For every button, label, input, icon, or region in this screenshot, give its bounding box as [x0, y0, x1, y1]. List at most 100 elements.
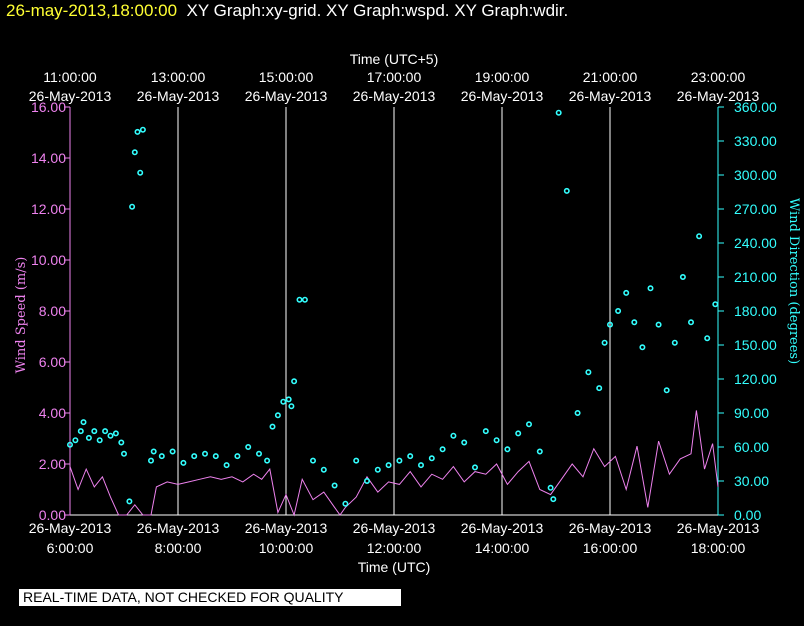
y-right-tick-label: 180.00 — [734, 303, 777, 319]
y-left-tick-label: 10.00 — [31, 252, 66, 268]
wind-direction-point — [374, 466, 381, 473]
wind-direction-point — [129, 203, 136, 210]
wind-direction-point — [407, 453, 414, 460]
wind-direction-point — [596, 385, 603, 392]
graph-header: 26-may-2013,18:00:00 XY Graph:xy-grid. X… — [6, 1, 568, 21]
wind-direction-point — [687, 319, 694, 326]
x-top-tick-date: 26-May-2013 — [677, 88, 760, 104]
wind-direction-point — [615, 307, 622, 314]
wind-direction-point — [269, 423, 276, 430]
y-left-tick-label: 12.00 — [31, 201, 66, 217]
wind-direction-point — [234, 453, 241, 460]
x-tick-date: 26-May-2013 — [677, 520, 760, 536]
graph-titles: XY Graph:xy-grid. XY Graph:wspd. XY Grap… — [186, 1, 569, 20]
wind-direction-point — [417, 462, 424, 469]
wind-direction-point — [525, 421, 532, 428]
y-left-tick-label: 2.00 — [39, 456, 66, 472]
y-left-tick-label: 0.00 — [39, 507, 66, 523]
wind-direction-point — [461, 439, 468, 446]
x-top-tick-time: 21:00:00 — [583, 69, 638, 85]
y-right-tick-label: 360.00 — [734, 99, 777, 115]
y-right-tick-label: 330.00 — [734, 133, 777, 149]
wind-direction-point — [91, 428, 98, 435]
wind-direction-point — [547, 484, 554, 491]
wind-direction-point — [202, 450, 209, 457]
y-right-tick-label: 270.00 — [734, 201, 777, 217]
x-tick-date: 26-May-2013 — [569, 520, 652, 536]
axis-ticks — [64, 106, 724, 516]
x-axis-title: Time (UTC) — [358, 559, 431, 575]
x-tick-time: 6:00:00 — [47, 540, 94, 556]
wind-direction-point — [396, 457, 403, 464]
y-left-axis-title: Wind Speed (m/s) — [14, 257, 29, 374]
wind-direction-point — [536, 448, 543, 455]
wind-direction-point — [131, 149, 138, 156]
wind-direction-point — [493, 437, 500, 444]
x-tick-date: 26-May-2013 — [461, 520, 544, 536]
y-left-tick-label: 8.00 — [39, 303, 66, 319]
wind-direction-point — [696, 233, 703, 240]
wind-direction-point — [137, 169, 144, 176]
timestamp: 26-may-2013,18:00:00 — [6, 1, 178, 20]
wind-direction-point — [77, 428, 84, 435]
wind-direction-point — [428, 455, 435, 462]
x-tick-time: 8:00:00 — [155, 540, 202, 556]
x-tick-date: 26-May-2013 — [353, 520, 436, 536]
wind-direction-point — [296, 296, 303, 303]
wind-direction-point — [606, 321, 613, 328]
wind-direction-point — [363, 477, 370, 484]
x-top-tick-time: 17:00:00 — [367, 69, 422, 85]
wind-direction-point — [647, 285, 654, 292]
y-right-axis-title: Wind Direction (degrees) — [786, 198, 801, 364]
wind-direction-point — [353, 457, 360, 464]
wind-direction-point — [169, 448, 176, 455]
wind-direction-point — [515, 430, 522, 437]
y-right-tick-label: 240.00 — [734, 235, 777, 251]
y-left-tick-label: 4.00 — [39, 405, 66, 421]
wind-direction-point — [255, 450, 262, 457]
x-top-tick-date: 26-May-2013 — [245, 88, 328, 104]
wind-direction-point — [112, 430, 119, 437]
y-left-tick-label: 6.00 — [39, 354, 66, 370]
x-top-tick-date: 26-May-2013 — [461, 88, 544, 104]
x-tick-time: 18:00:00 — [691, 540, 746, 556]
wind-direction-point — [80, 419, 87, 426]
wind-direction-point — [280, 398, 287, 405]
x-top-tick-date: 26-May-2013 — [353, 88, 436, 104]
wind-direction-point — [385, 462, 392, 469]
wind-direction-point — [342, 500, 349, 507]
wind-direction-point — [639, 344, 646, 351]
y-left-tick-label: 14.00 — [31, 150, 66, 166]
wind-direction-point — [158, 453, 165, 460]
y-right-tick-label: 30.00 — [734, 473, 769, 489]
x-top-axis-title: Time (UTC+5) — [350, 51, 439, 67]
x-top-tick-date: 26-May-2013 — [569, 88, 652, 104]
wind-direction-point — [712, 301, 719, 308]
wind-direction-point — [118, 439, 125, 446]
wind-direction-point — [264, 457, 271, 464]
wind-direction-point — [148, 457, 155, 464]
wind-direction-point — [320, 466, 327, 473]
wind-direction-point — [450, 432, 457, 439]
wind-direction-point — [663, 387, 670, 394]
x-tick-date: 26-May-2013 — [137, 520, 220, 536]
x-tick-date: 26-May-2013 — [245, 520, 328, 536]
x-top-tick-date: 26-May-2013 — [29, 88, 112, 104]
wind-direction-point — [288, 403, 295, 410]
wind-direction-point — [107, 432, 114, 439]
x-top-tick-date: 26-May-2013 — [137, 88, 220, 104]
wind-direction-point — [555, 109, 562, 116]
wind-direction-point — [285, 396, 292, 403]
y-right-tick-label: 150.00 — [734, 337, 777, 353]
wind-direction-point — [191, 453, 198, 460]
wind-direction-point — [139, 126, 146, 133]
wind-direction-point — [671, 339, 678, 346]
wind-direction-point — [134, 128, 141, 135]
wind-direction-point — [482, 428, 489, 435]
wind-direction-point — [67, 441, 74, 448]
x-top-tick-time: 15:00:00 — [259, 69, 314, 85]
wind-direction-point — [655, 321, 662, 328]
quality-notice: REAL-TIME DATA, NOT CHECKED FOR QUALITY — [19, 589, 401, 606]
x-tick-time: 12:00:00 — [367, 540, 422, 556]
wind-direction-point — [574, 409, 581, 416]
